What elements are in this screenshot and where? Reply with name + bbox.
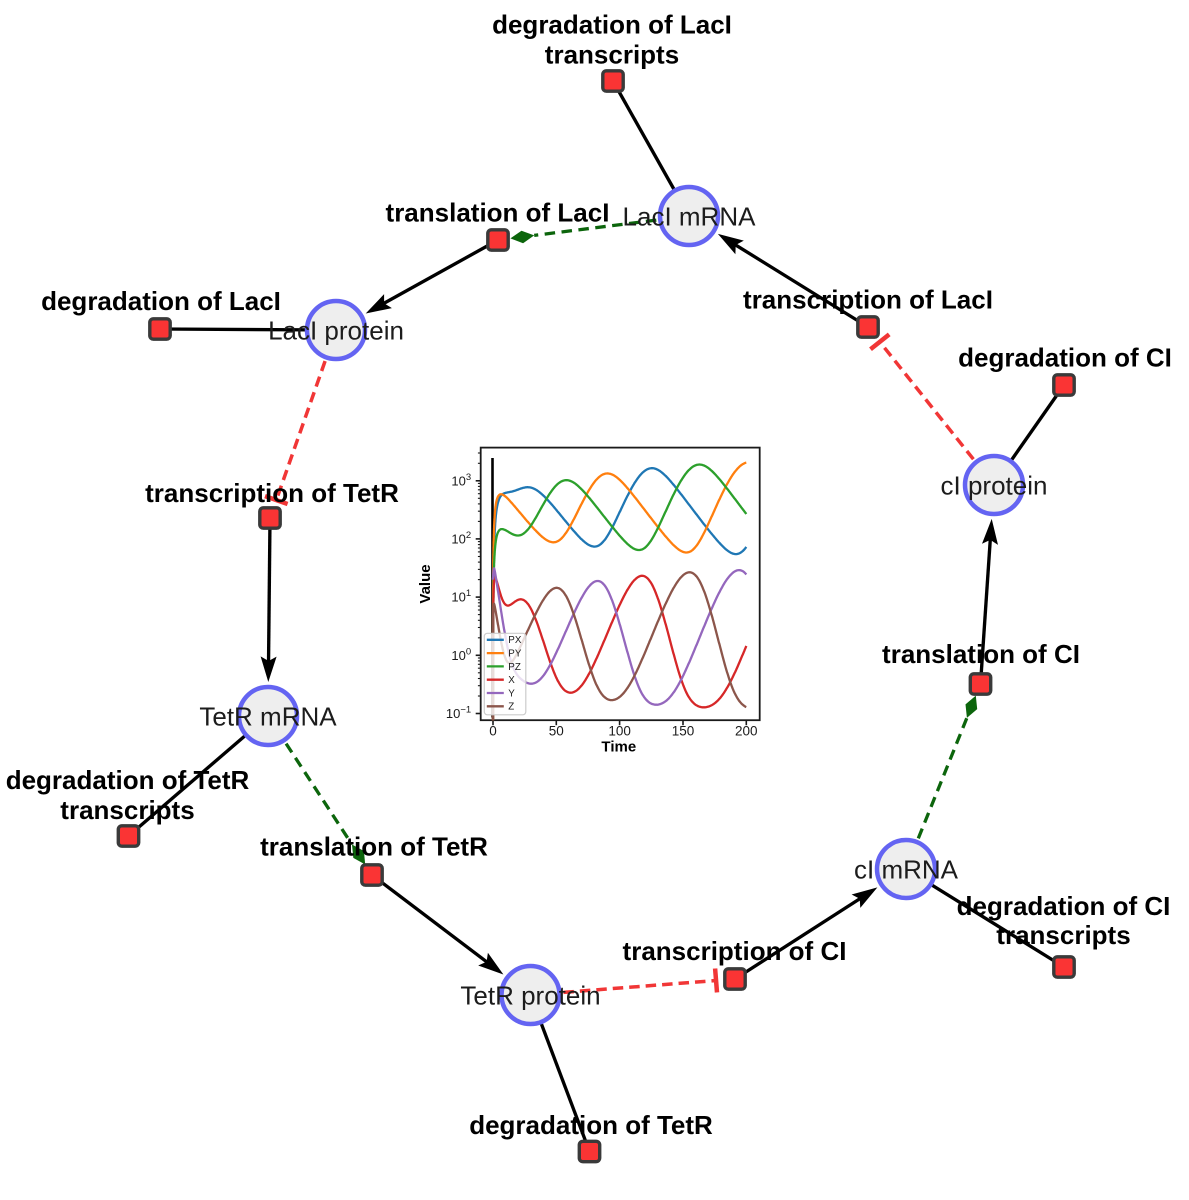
svg-text:translation of LacI: translation of LacI (386, 198, 610, 228)
svg-text:LacI protein: LacI protein (268, 316, 404, 346)
svg-text:degradation of LacI: degradation of LacI (492, 9, 732, 39)
svg-text:transcription of TetR: transcription of TetR (145, 478, 399, 508)
svg-text:cI protein: cI protein (941, 471, 1048, 501)
svg-text:degradation of TetR: degradation of TetR (6, 765, 250, 795)
svg-text:TetR mRNA: TetR mRNA (199, 702, 337, 732)
svg-text:translation of TetR: translation of TetR (260, 832, 488, 862)
svg-text:transcripts: transcripts (996, 920, 1130, 950)
svg-text:translation of CI: translation of CI (882, 639, 1080, 669)
svg-text:cI mRNA: cI mRNA (854, 855, 959, 885)
svg-text:degradation of LacI: degradation of LacI (41, 286, 281, 316)
svg-text:transcription of CI: transcription of CI (623, 936, 847, 966)
svg-text:TetR protein: TetR protein (460, 981, 600, 1011)
svg-text:degradation of TetR: degradation of TetR (469, 1110, 713, 1140)
svg-text:transcripts: transcripts (545, 39, 679, 69)
svg-text:PY: PY (508, 649, 522, 660)
svg-text:150: 150 (672, 723, 695, 738)
svg-text:LacI mRNA: LacI mRNA (623, 202, 757, 232)
svg-text:transcripts: transcripts (60, 795, 194, 825)
svg-text:PZ: PZ (508, 662, 521, 673)
svg-text:degradation of CI: degradation of CI (958, 343, 1172, 373)
svg-text:X: X (508, 675, 515, 686)
svg-text:100: 100 (608, 723, 631, 738)
svg-text:Value: Value (417, 564, 434, 603)
svg-text:Z: Z (508, 702, 514, 713)
svg-text:200: 200 (735, 723, 758, 738)
svg-text:0: 0 (489, 723, 497, 738)
svg-text:PX: PX (508, 635, 522, 646)
svg-text:degradation of CI: degradation of CI (957, 891, 1171, 921)
svg-text:Time: Time (601, 739, 636, 756)
svg-text:transcription of LacI: transcription of LacI (743, 285, 993, 315)
svg-text:50: 50 (549, 723, 564, 738)
svg-text:Y: Y (508, 688, 515, 699)
